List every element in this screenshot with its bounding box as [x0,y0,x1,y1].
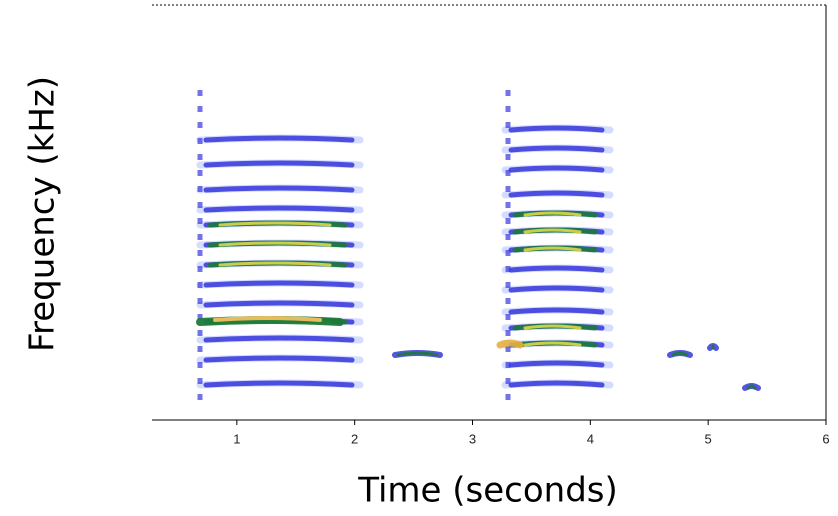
x-tick-label: 5 [705,431,712,446]
energy-streak [523,341,582,347]
energy-streak [508,360,605,368]
x-tick-label: 6 [822,431,829,446]
energy-streak [213,316,322,322]
energy-streak [203,205,355,213]
energy-streak [523,246,582,252]
energy-streak [203,160,355,168]
energy-streak [203,135,355,143]
energy-streak [523,211,582,217]
energy-streak [496,339,524,349]
energy-streak [508,145,605,153]
energy-streak [508,285,605,293]
energy-streak [203,300,355,308]
energy-streak [203,355,355,363]
energy-streak [671,351,689,357]
energy-streak [218,261,332,267]
x-tick-label: 1 [233,431,240,446]
energy-streak [508,165,605,173]
x-tick-label: 4 [587,431,594,446]
energy-streak [523,228,582,234]
energy-streak [508,307,605,315]
energy-streak [203,185,355,193]
energy-streak [523,324,582,330]
energy-streak [203,380,355,388]
energy-streak [203,335,355,343]
energy-streak [508,380,605,388]
energy-streak [396,351,439,357]
x-axis-title: Time (seconds) [357,471,618,511]
energy-streak [746,384,757,390]
energy-streak [508,265,605,273]
energy-streak [218,241,332,247]
energy-streak [203,280,355,288]
energy-streak [508,190,605,198]
spectrogram-energy [196,90,761,400]
x-tick-label: 3 [469,431,476,446]
x-tick-label: 2 [351,431,358,446]
energy-streak [218,221,332,227]
y-axis-title: Frequency (kHz) [23,76,63,352]
energy-streak [508,125,605,133]
